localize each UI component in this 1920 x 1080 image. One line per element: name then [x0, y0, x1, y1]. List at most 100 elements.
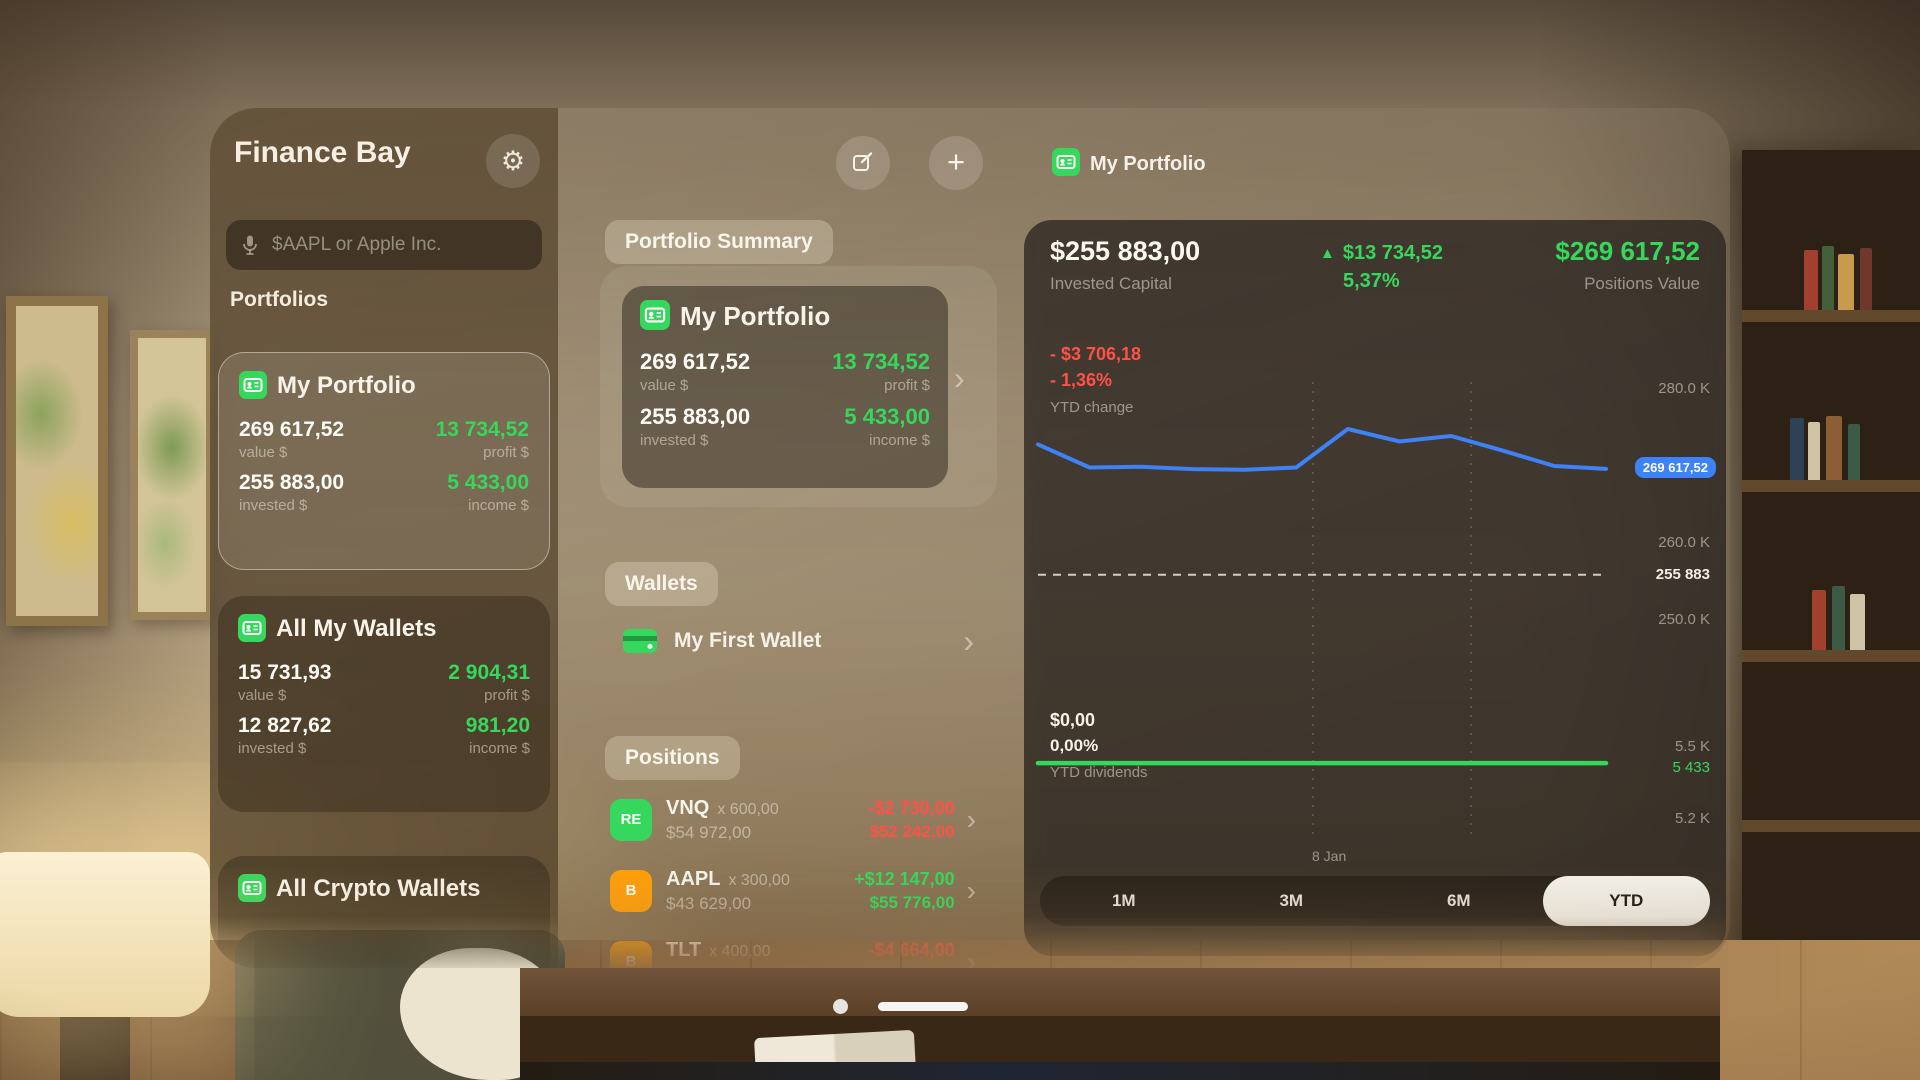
positions-list: RE VNQ x 600,00 $54 972,00 -$2 730,00 $5… — [610, 784, 976, 968]
bookshelf — [1742, 150, 1920, 1080]
portfolio-icon — [238, 874, 266, 907]
income-amount: 981,20 — [465, 714, 530, 737]
wallet-icon — [623, 629, 657, 653]
profit-label: profit $ — [483, 444, 529, 461]
book — [1790, 418, 1804, 480]
quantity: x 600,00 — [717, 800, 779, 818]
position-row-tlt[interactable]: B TLT x 400,00 $43 278,00 -$4 664,00 $38… — [610, 926, 976, 968]
range-ytd[interactable]: YTD — [1542, 876, 1710, 926]
positions-section-label: Positions — [605, 736, 740, 780]
window-title-group: My Portfolio — [1052, 148, 1206, 181]
profit-loss: +$12 147,00 — [854, 868, 955, 889]
profit-label: profit $ — [484, 687, 530, 704]
portfolio-card-all-crypto-wallets[interactable]: All Crypto Wallets — [218, 856, 550, 968]
dividends-axis-label: 5.2 K — [1674, 810, 1710, 827]
invested-capital-amount: $255 883,00 — [1050, 236, 1201, 266]
position-row-vnq[interactable]: RE VNQ x 600,00 $54 972,00 -$2 730,00 $5… — [610, 784, 976, 855]
portfolio-card-my-portfolio[interactable]: My Portfolio 269 617,52 13 734,52 value … — [218, 352, 550, 570]
market-value: $55 776,00 — [869, 892, 955, 912]
portfolio-detail-panel: $255 883,00 Invested Capital ▲ $13 734,5… — [1024, 220, 1726, 956]
range-3m[interactable]: 3M — [1208, 876, 1376, 926]
book — [1822, 246, 1834, 310]
position-info: VNQ x 600,00 $54 972,00 — [666, 797, 779, 843]
chevron-right-icon: › — [966, 874, 976, 906]
dividends-label: YTD dividends — [1050, 764, 1148, 781]
book — [1826, 416, 1842, 480]
position-performance: +$12 147,00 $55 776,00 — [854, 869, 955, 913]
income-label: income $ — [469, 740, 530, 757]
chevron-right-icon: › — [966, 803, 976, 835]
book — [1812, 590, 1826, 650]
profit-amount: 13 734,52 — [832, 349, 930, 374]
profit-loss: -$2 730,00 — [868, 797, 955, 818]
positions-value-amount: $269 617,52 — [1555, 236, 1700, 266]
chevron-right-icon: › — [963, 623, 974, 659]
portfolio-icon — [640, 300, 670, 335]
desk-shadow — [520, 1062, 1720, 1080]
wall-art-right — [130, 330, 214, 620]
book — [1838, 254, 1854, 310]
position-row-aapl[interactable]: B AAPL x 300,00 $43 629,00 +$12 147,00 $… — [610, 855, 976, 926]
portfolio-card-all-my-wallets[interactable]: All My Wallets 15 731,93 2 904,31 value … — [218, 596, 550, 812]
desk-top — [520, 968, 1720, 1018]
summary-card[interactable]: My Portfolio 269 617,52 13 734,52 value … — [622, 286, 948, 488]
book — [1860, 248, 1872, 310]
wallet-name: My First Wallet — [674, 629, 822, 652]
market-value: $52 242,00 — [869, 821, 955, 841]
reference-line-label: 255 883 — [1655, 566, 1710, 583]
invested-label: invested $ — [238, 740, 307, 757]
window-drag-bar[interactable] — [878, 1002, 968, 1011]
wallet-row[interactable]: My First Wallet › — [622, 614, 974, 668]
value-label: value $ — [238, 687, 287, 704]
lamp-base — [60, 1016, 130, 1080]
cost-basis: $43 629,00 — [666, 893, 752, 913]
search-input[interactable] — [270, 233, 528, 257]
value-label: value $ — [640, 377, 689, 394]
x-axis-label: 8 Jan — [1312, 848, 1347, 864]
settings-button[interactable]: ⚙ — [486, 134, 540, 188]
search-field[interactable] — [226, 220, 542, 270]
positions-value-label: Positions Value — [1584, 274, 1700, 293]
position-info: AAPL x 300,00 $43 629,00 — [666, 868, 790, 914]
microphone-icon — [243, 235, 257, 255]
wallets-section-label: Wallets — [605, 562, 718, 606]
invested-capital-label: Invested Capital — [1050, 274, 1172, 293]
portfolio-chart — [1035, 382, 1609, 836]
value-amount: 15 731,93 — [238, 661, 332, 684]
portfolio-summary-section-label: Portfolio Summary — [605, 220, 833, 264]
gain-amount: $13 734,52 — [1342, 242, 1443, 264]
wall-art-left — [6, 296, 108, 626]
value-label: value $ — [239, 444, 288, 461]
y-axis-label: 250.0 K — [1658, 611, 1710, 628]
ytd-change-amount: - $3 706,18 — [1050, 344, 1142, 364]
income-label: income $ — [468, 497, 529, 514]
shelf-board — [1742, 310, 1920, 322]
invested-label: invested $ — [640, 432, 709, 449]
positions-value-line — [1036, 427, 1608, 472]
app-title: Finance Bay — [234, 136, 411, 169]
window-title: My Portfolio — [1090, 153, 1206, 175]
range-1m[interactable]: 1M — [1040, 876, 1208, 926]
income-amount: 5 433,00 — [447, 471, 529, 494]
cost-basis: $43 278,00 — [666, 965, 771, 969]
profit-label: profit $ — [884, 377, 930, 394]
chevron-right-icon[interactable]: › — [954, 360, 965, 396]
triangle-up-icon: ▲ — [1320, 245, 1335, 262]
book — [1808, 422, 1820, 480]
sidebar: Finance Bay ⚙ Portfolios My Portfolio — [210, 108, 558, 968]
gain-percent: 5,37% — [1343, 270, 1400, 292]
range-6m[interactable]: 6M — [1375, 876, 1543, 926]
compose-button[interactable] — [836, 136, 890, 190]
add-button[interactable]: + — [929, 136, 983, 190]
quantity: x 400,00 — [709, 942, 771, 960]
y-axis-label: 260.0 K — [1658, 534, 1710, 551]
portfolios-section-header: Portfolios — [230, 288, 328, 311]
position-performance: -$2 730,00 $52 242,00 — [869, 798, 955, 842]
window-close-dot[interactable] — [833, 999, 848, 1014]
dividends-axis-label: 5.5 K — [1674, 738, 1710, 755]
gear-icon: ⚙ — [500, 145, 526, 176]
ticker: VNQ — [666, 796, 710, 819]
invested-amount: 255 883,00 — [640, 404, 751, 429]
quantity: x 300,00 — [728, 871, 790, 889]
ticker: AAPL — [666, 867, 721, 890]
